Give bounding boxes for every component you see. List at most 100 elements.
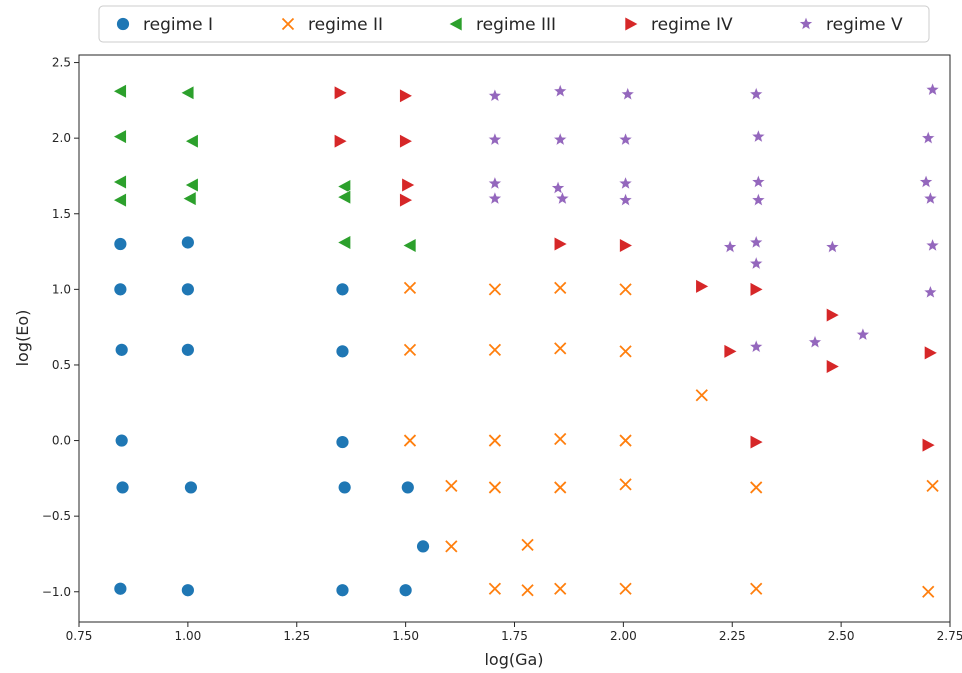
x-tick-label: 1.75: [501, 629, 528, 643]
regime-II-point: [488, 283, 502, 296]
regime-V-point: [487, 175, 503, 190]
regime-V-point: [748, 234, 764, 249]
regime-III-point: [184, 177, 199, 193]
regime-I-point: [180, 342, 195, 357]
legend-marker-regime-II: [281, 17, 295, 31]
legend-label-regime-III: regime III: [476, 15, 556, 35]
regime-IV-point: [553, 236, 568, 252]
regime-III-point: [112, 174, 127, 190]
y-tick-label: 2.0: [52, 131, 71, 145]
regime-I-point: [416, 539, 430, 554]
regime-II-point: [521, 584, 534, 597]
regime-IV-point: [401, 177, 416, 193]
regime-III-point: [184, 133, 199, 149]
regime-V-point: [552, 83, 568, 98]
regime-V-point: [825, 239, 840, 254]
regime-III-point: [337, 179, 351, 195]
regime-IV-point: [399, 133, 414, 149]
regime-V-point: [925, 82, 940, 97]
regime-I-point: [400, 480, 415, 495]
y-tick-label: −0.5: [42, 509, 71, 523]
regime-III-point: [112, 129, 127, 145]
regime-I-point: [335, 583, 350, 598]
regime-II-point: [554, 582, 567, 595]
x-tick-label: 2.25: [719, 629, 746, 643]
x-tick-label: 2.75: [937, 629, 962, 643]
regime-II-point: [445, 479, 458, 493]
regime-V-point: [751, 174, 766, 189]
regime-II-point: [445, 540, 458, 553]
regime-III-point: [112, 83, 127, 99]
regime-V-point: [925, 237, 940, 252]
y-axis-label: log(Eo): [13, 310, 32, 367]
regime-I-point: [113, 237, 128, 251]
regime-I-point: [114, 342, 129, 357]
regime-I-point: [114, 433, 129, 448]
regime-V-point: [807, 334, 823, 349]
regime-II-point: [403, 281, 417, 294]
regime-III-point: [180, 85, 195, 101]
regime-I-point: [398, 583, 413, 598]
regime-IV-point: [695, 278, 710, 294]
regime-V-point: [751, 128, 766, 143]
x-tick-label: 1.00: [175, 629, 202, 643]
regime-II-point: [521, 538, 534, 552]
legend-label-regime-II: regime II: [308, 15, 383, 35]
regime-V-point: [923, 284, 938, 299]
regime-IV-point: [399, 192, 414, 208]
regime-II-point: [403, 434, 417, 447]
regime-II-point: [554, 481, 567, 494]
y-tick-label: 1.5: [52, 207, 71, 221]
legend-marker-regime-V: [798, 16, 814, 31]
regime-V-point: [618, 131, 633, 146]
regime-II-point: [554, 281, 567, 294]
regime-III-point: [337, 234, 351, 250]
regime-I-point: [180, 583, 195, 598]
regime-V-point: [550, 180, 566, 195]
data-points: [112, 82, 940, 598]
regime-IV-point: [749, 281, 764, 297]
regime-II-point: [554, 432, 567, 446]
x-tick-label: 1.25: [283, 629, 310, 643]
regime-II-point: [488, 343, 502, 356]
legend-label-regime-IV: regime IV: [651, 15, 733, 35]
regime-V-point: [487, 88, 503, 103]
regime-IV-point: [399, 88, 414, 104]
regime-I-point: [335, 282, 350, 297]
regime-V-point: [552, 131, 568, 146]
regime-IV-point: [921, 437, 936, 453]
regime-III-point: [112, 192, 127, 208]
legend-frame: [98, 5, 930, 43]
regime-V-point: [920, 130, 936, 145]
regime-III-point: [402, 238, 417, 254]
regime-II-point: [619, 582, 632, 595]
plot-area-frame: [78, 54, 951, 623]
regime-III-point: [182, 191, 197, 207]
regime-II-point: [926, 479, 939, 493]
legend-marker-regime-I: [116, 17, 130, 31]
regime-II-point: [750, 481, 763, 494]
regime-V-point: [487, 190, 503, 205]
regime-I-point: [335, 435, 350, 449]
regime-IV-point: [826, 307, 841, 323]
regime-III-point: [337, 189, 351, 205]
y-tick-label: 0.5: [52, 358, 71, 372]
regime-IV-point: [924, 345, 939, 361]
regime-V-point: [751, 192, 766, 207]
regime-I-point: [180, 235, 195, 250]
regime-II-point: [403, 343, 417, 356]
regime-V-point: [555, 190, 570, 205]
regime-V-point: [722, 239, 738, 254]
regime-II-point: [619, 478, 632, 491]
x-tick-label: 1.50: [392, 629, 419, 643]
regime-II-point: [750, 582, 763, 595]
x-tick-label: 0.75: [66, 629, 93, 643]
regime-IV-point: [334, 133, 348, 149]
legend-label-regime-V: regime V: [826, 15, 903, 35]
regime-V-point: [620, 86, 636, 101]
regime-II-point: [619, 345, 632, 358]
regime-IV-point: [619, 238, 634, 254]
y-tick-label: 2.5: [52, 56, 71, 70]
x-tick-label: 2.00: [610, 629, 637, 643]
